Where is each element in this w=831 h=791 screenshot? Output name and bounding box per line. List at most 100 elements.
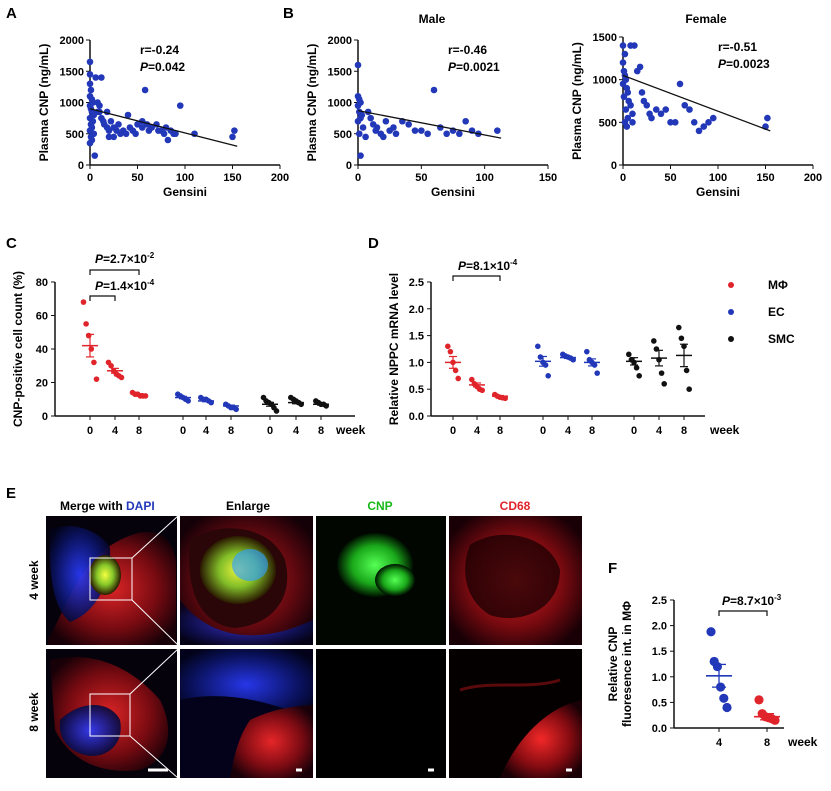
- x-tick-label: 4: [293, 425, 300, 437]
- x-tick-label: 8: [681, 425, 687, 437]
- data-point: [105, 127, 113, 134]
- data-point: [676, 324, 682, 331]
- data-point: [148, 124, 156, 131]
- x-tick-label: 4: [565, 425, 572, 437]
- inset-box-8w: [89, 693, 131, 737]
- significance-bracket: [452, 275, 501, 281]
- r-value: r=-0.24: [140, 43, 179, 57]
- data-point: [273, 408, 280, 414]
- data-point: [479, 387, 486, 394]
- data-point: [107, 117, 115, 125]
- p-value-d1: =8.1×10: [466, 259, 510, 273]
- y-tick-label: 500: [66, 129, 84, 141]
- data-point: [690, 119, 698, 126]
- data-point: [176, 102, 184, 109]
- p-value-text: P=0.0023: [718, 57, 770, 71]
- data-point: [96, 102, 103, 109]
- y-tick-label: 2000: [60, 35, 84, 47]
- x-axis-label: Gensini: [431, 185, 475, 199]
- data-point: [643, 101, 651, 109]
- y-tick-label: 1500: [328, 66, 352, 78]
- significance-c: P=2.7×10-2 P=1.4×10-4: [95, 251, 155, 293]
- data-point: [373, 124, 381, 131]
- data-point: [671, 119, 679, 126]
- data-point: [87, 86, 95, 94]
- data-point: [638, 89, 646, 96]
- legend-label: EC: [768, 305, 785, 319]
- x-tick-label: 150: [756, 172, 774, 184]
- data-point: [651, 338, 657, 344]
- data-point: [86, 80, 94, 88]
- scatter-plot-b-male: 0 500 1000 1500 2000 0 50 100 150 Gensini Plasma C…: [305, 35, 557, 199]
- data-point: [623, 123, 631, 130]
- y-tick-label: 20: [36, 378, 48, 390]
- y-tick-label: 2.5: [652, 595, 667, 607]
- data-point: [619, 80, 627, 88]
- x-tick-label: 8: [764, 737, 770, 749]
- data-point: [722, 702, 732, 713]
- data-point: [354, 117, 362, 125]
- p-symbol: P: [448, 60, 457, 74]
- x-tick-label: 0: [180, 425, 186, 437]
- data-point: [456, 130, 463, 138]
- data-point: [443, 130, 450, 138]
- y-tick-label: 0: [346, 160, 352, 172]
- data-point: [678, 335, 685, 342]
- y-axis-label-line1: Relative CNP: [606, 627, 620, 702]
- data-point: [380, 133, 387, 141]
- y-tick-label: 1500: [593, 32, 617, 44]
- y-axis-label: Relative CNPfluoresence int. in MΦ: [606, 601, 634, 727]
- x-unit-label: week: [709, 423, 740, 437]
- data-point: [367, 114, 374, 122]
- inset-box-4w: [89, 557, 133, 601]
- data-point: [231, 127, 238, 134]
- image-cnp-8w: [316, 649, 446, 778]
- y-tick-label: 1500: [60, 66, 84, 78]
- data-point: [686, 106, 693, 113]
- data-point: [418, 127, 425, 134]
- data-point: [354, 102, 362, 109]
- p-symbol: P: [140, 60, 149, 74]
- x-tick-label: 8: [228, 425, 234, 437]
- x-tick-label: 4: [716, 737, 723, 749]
- significance-bracket: [89, 295, 116, 301]
- data-point: [700, 123, 708, 130]
- data-point: [80, 299, 87, 305]
- data-point: [430, 86, 438, 94]
- y-tick-label: 1.0: [409, 357, 424, 369]
- y-tick-label: 80: [36, 277, 48, 289]
- p-value-f1: =8.7×10: [730, 594, 774, 608]
- x-tick-label: 0: [355, 172, 361, 184]
- y-tick-label: 2000: [328, 35, 352, 47]
- data-point: [681, 101, 689, 109]
- data-point: [676, 80, 684, 88]
- x-unit-label: week: [335, 423, 366, 437]
- x-tick-label: 50: [131, 172, 143, 184]
- x-tick-label: 8: [589, 425, 595, 437]
- data-point: [683, 367, 690, 374]
- panel-letter-a: A: [6, 5, 17, 22]
- significance-bracket: [89, 269, 140, 275]
- data-point: [619, 59, 627, 66]
- col-dapi-label: DAPI: [126, 499, 155, 513]
- panel-letter-f: F: [608, 560, 617, 577]
- x-tick-label: 100: [176, 172, 194, 184]
- data-point: [355, 130, 363, 138]
- row-8-week-label: 8 week: [27, 692, 41, 732]
- data-point: [382, 117, 390, 125]
- y-tick-label: 1000: [593, 75, 617, 87]
- data-point: [686, 386, 692, 393]
- y-tick-label: 40: [36, 344, 48, 356]
- x-tick-label: 0: [620, 172, 626, 184]
- regression-line: [357, 109, 502, 139]
- y-tick-label: 1000: [60, 98, 84, 110]
- data-point: [712, 661, 723, 672]
- x-tick-label: 0: [87, 425, 93, 437]
- data-point: [705, 119, 712, 126]
- data-point: [164, 136, 172, 144]
- y-tick-label: 0.0: [652, 723, 667, 735]
- data-point: [764, 114, 771, 122]
- legend-marker: [728, 282, 734, 288]
- data-point: [594, 370, 600, 376]
- y-tick-label: 0.5: [652, 697, 667, 709]
